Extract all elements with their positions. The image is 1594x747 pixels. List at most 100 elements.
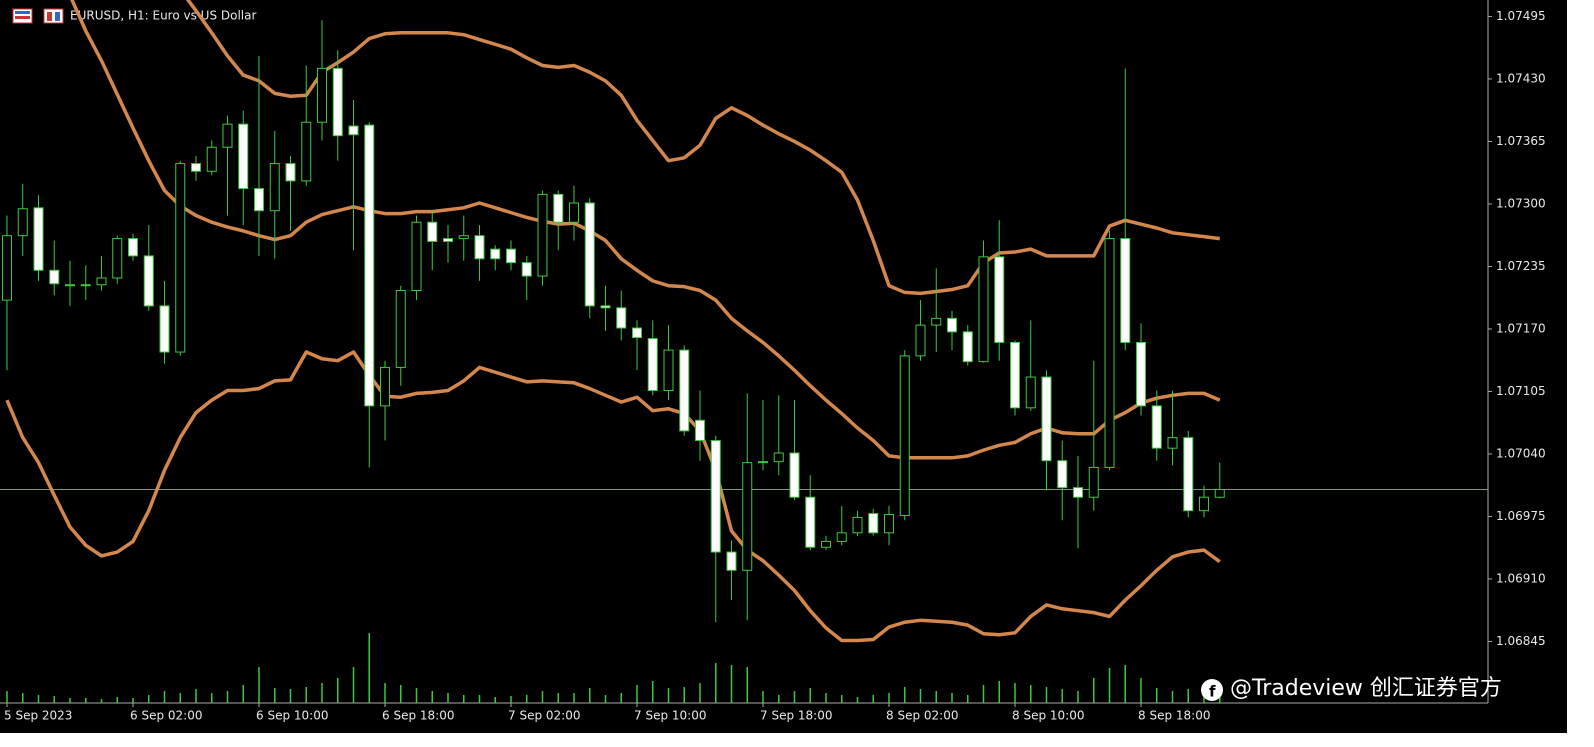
candle-body xyxy=(159,305,170,353)
candle-body xyxy=(978,256,989,363)
candle-body xyxy=(269,163,280,212)
candle-body xyxy=(1167,437,1178,449)
candle-body xyxy=(458,235,469,240)
y-tick-label: 1.07040 xyxy=(1496,446,1546,460)
candle-body xyxy=(899,355,910,516)
candle-body xyxy=(1214,489,1225,498)
candle-body xyxy=(411,221,422,292)
candle-body xyxy=(931,317,942,326)
candle-body xyxy=(647,338,658,392)
candle-body xyxy=(1136,341,1146,407)
candle-body xyxy=(710,440,721,553)
candle-body xyxy=(742,462,753,571)
candle-body xyxy=(332,67,343,137)
candle-body xyxy=(521,262,532,277)
x-tick-label: 6 Sep 02:00 xyxy=(130,709,202,723)
y-tick-label: 1.07430 xyxy=(1496,71,1546,85)
y-tick-label: 1.06845 xyxy=(1496,634,1546,648)
candle-body xyxy=(128,238,138,257)
candle-body xyxy=(884,514,894,534)
candle-body xyxy=(584,202,595,307)
candle-body xyxy=(773,452,784,463)
x-tick-label: 8 Sep 10:00 xyxy=(1012,709,1084,723)
y-tick-label: 1.07170 xyxy=(1496,321,1546,335)
candle-body xyxy=(317,67,327,123)
candle-body xyxy=(364,124,375,407)
candle-body xyxy=(143,255,154,307)
y-tick-label: 1.07300 xyxy=(1496,196,1546,210)
watermark-icon xyxy=(1201,679,1223,701)
candle-body xyxy=(868,513,879,534)
icon xyxy=(55,12,60,21)
y-tick-label: 1.07105 xyxy=(1496,384,1546,398)
candle-body xyxy=(821,540,831,548)
chart: EURUSD, H1: Euro vs US Dollar 1.07495 1.0… xyxy=(0,0,1567,733)
candle-body xyxy=(65,284,75,287)
candle-body xyxy=(836,532,847,542)
candle-body xyxy=(206,146,217,172)
candle-body xyxy=(1104,238,1115,468)
candle-body xyxy=(947,317,957,333)
plot-area xyxy=(0,0,1488,703)
candle-body xyxy=(80,284,91,287)
chart-title: EURUSD, H1: Euro vs US Dollar xyxy=(70,9,256,23)
x-tick-label: 8 Sep 18:00 xyxy=(1138,709,1210,723)
candle-body xyxy=(726,551,737,571)
candle-body xyxy=(600,305,611,309)
candle-body xyxy=(569,202,579,223)
icon xyxy=(15,11,30,14)
y-tick-label: 1.07495 xyxy=(1496,9,1546,23)
candle-body xyxy=(758,461,768,464)
x-tick-label: 7 Sep 10:00 xyxy=(634,709,706,723)
icon xyxy=(43,8,64,24)
x-tick-label: 7 Sep 02:00 xyxy=(508,709,580,723)
candle-body xyxy=(1010,341,1020,409)
candle-body xyxy=(222,123,233,148)
candle-body xyxy=(1025,376,1036,409)
candle-body xyxy=(1073,487,1083,498)
candle-body xyxy=(1199,496,1209,512)
candle-body xyxy=(632,327,642,339)
candle-body xyxy=(17,208,28,237)
candle-body xyxy=(427,221,438,242)
candle-body xyxy=(175,163,186,353)
candle-body xyxy=(474,235,485,260)
candle-body xyxy=(348,125,359,136)
candle-body xyxy=(49,269,60,285)
band-line xyxy=(185,0,1220,296)
candle-body xyxy=(1151,405,1162,449)
candle-body xyxy=(1088,466,1099,498)
candle-body xyxy=(1120,238,1131,343)
candle-body xyxy=(380,366,390,407)
y-tick-label: 1.07365 xyxy=(1496,134,1546,148)
candle-body xyxy=(852,516,863,534)
candle-body xyxy=(1041,376,1052,462)
x-tick-label: 7 Sep 18:00 xyxy=(760,709,832,723)
band-line xyxy=(5,350,1221,643)
candle-body xyxy=(96,277,107,286)
chart-icons xyxy=(12,8,64,24)
x-tick-label: 6 Sep 10:00 xyxy=(256,709,328,723)
candle-body xyxy=(695,419,705,441)
candle-body xyxy=(616,307,627,329)
y-tick-label: 1.06910 xyxy=(1496,571,1546,585)
candle-body xyxy=(285,163,296,182)
candle-body xyxy=(994,256,1005,343)
candle-body xyxy=(789,452,800,498)
candle-body xyxy=(506,248,516,264)
x-tick-label: 6 Sep 18:00 xyxy=(382,709,454,723)
watermark-icon-letter: f xyxy=(1209,683,1216,701)
band-line xyxy=(70,0,1221,460)
candle-body xyxy=(1183,437,1194,512)
candle-body xyxy=(254,188,264,212)
candle-body xyxy=(537,193,548,277)
candle-body xyxy=(443,238,453,242)
candle-body xyxy=(2,235,12,301)
x-tick-label: 5 Sep 2023 xyxy=(4,709,72,723)
candle-body xyxy=(301,121,312,182)
candle-body xyxy=(191,163,201,172)
candle-body xyxy=(962,331,973,363)
candle-body xyxy=(663,349,674,392)
candle-body xyxy=(679,349,690,432)
